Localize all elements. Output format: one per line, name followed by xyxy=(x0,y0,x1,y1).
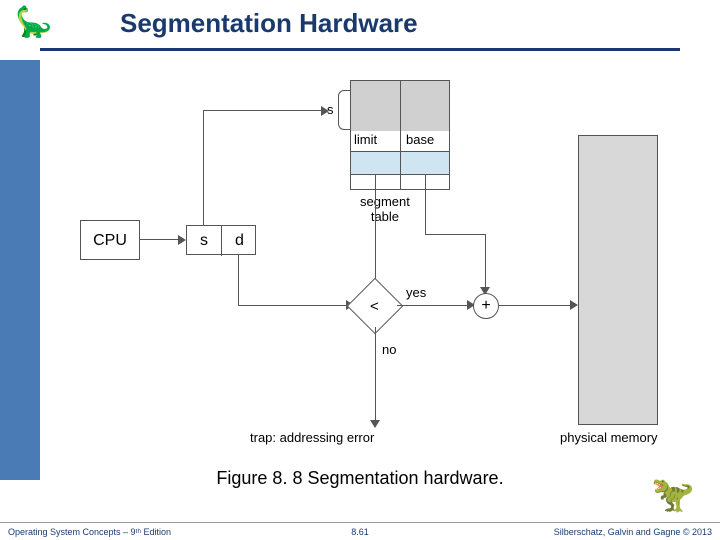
base-down xyxy=(425,174,426,234)
sd-box: s d xyxy=(186,225,256,255)
arrowhead-cpu-sd xyxy=(178,235,186,245)
dinosaur-icon-bottom: 🦖 xyxy=(651,474,695,515)
cpu-box: CPU xyxy=(80,220,140,260)
limit-label: limit xyxy=(354,132,377,147)
no-label: no xyxy=(382,342,396,357)
footer-right: Silberschatz, Galvin and Gagne © 2013 xyxy=(554,527,712,537)
plus-right xyxy=(499,305,572,306)
base-label: base xyxy=(406,132,434,147)
no-down-head xyxy=(370,420,380,428)
arrow-cpu-sd xyxy=(140,239,180,240)
limit-down xyxy=(375,174,376,284)
s-up xyxy=(203,110,204,225)
base-right xyxy=(425,234,485,235)
base-down2 xyxy=(485,234,486,289)
adder-circle: + xyxy=(473,293,499,319)
physical-memory-box xyxy=(578,135,658,425)
slide-title: Segmentation Hardware xyxy=(120,8,418,39)
figure-caption: Figure 8. 8 Segmentation hardware. xyxy=(0,468,720,489)
s2-label: s xyxy=(327,102,334,117)
plus-right-head xyxy=(570,300,578,310)
physmem-label: physical memory xyxy=(560,430,658,445)
brace xyxy=(338,90,350,130)
d-right xyxy=(238,305,348,306)
no-down xyxy=(375,327,376,422)
segmentation-diagram: CPU s d s limit base segment table xyxy=(60,80,680,460)
plus-label: + xyxy=(481,297,490,314)
yes-label: yes xyxy=(406,285,426,300)
s-label: s xyxy=(200,232,208,249)
d-down xyxy=(238,255,239,305)
lt-label: < xyxy=(370,298,379,315)
cpu-label: CPU xyxy=(93,232,127,249)
header-rule xyxy=(40,48,680,51)
dinosaur-icon-top: 🦕 xyxy=(15,5,52,40)
s-across xyxy=(203,110,323,111)
yes-right xyxy=(397,305,469,306)
footer: Operating System Concepts – 9ᵗʰ Edition … xyxy=(0,522,720,540)
segtable-label: segment table xyxy=(360,194,410,224)
trap-label: trap: addressing error xyxy=(250,430,374,445)
d-label: d xyxy=(235,232,244,249)
blue-sidebar xyxy=(0,60,40,480)
